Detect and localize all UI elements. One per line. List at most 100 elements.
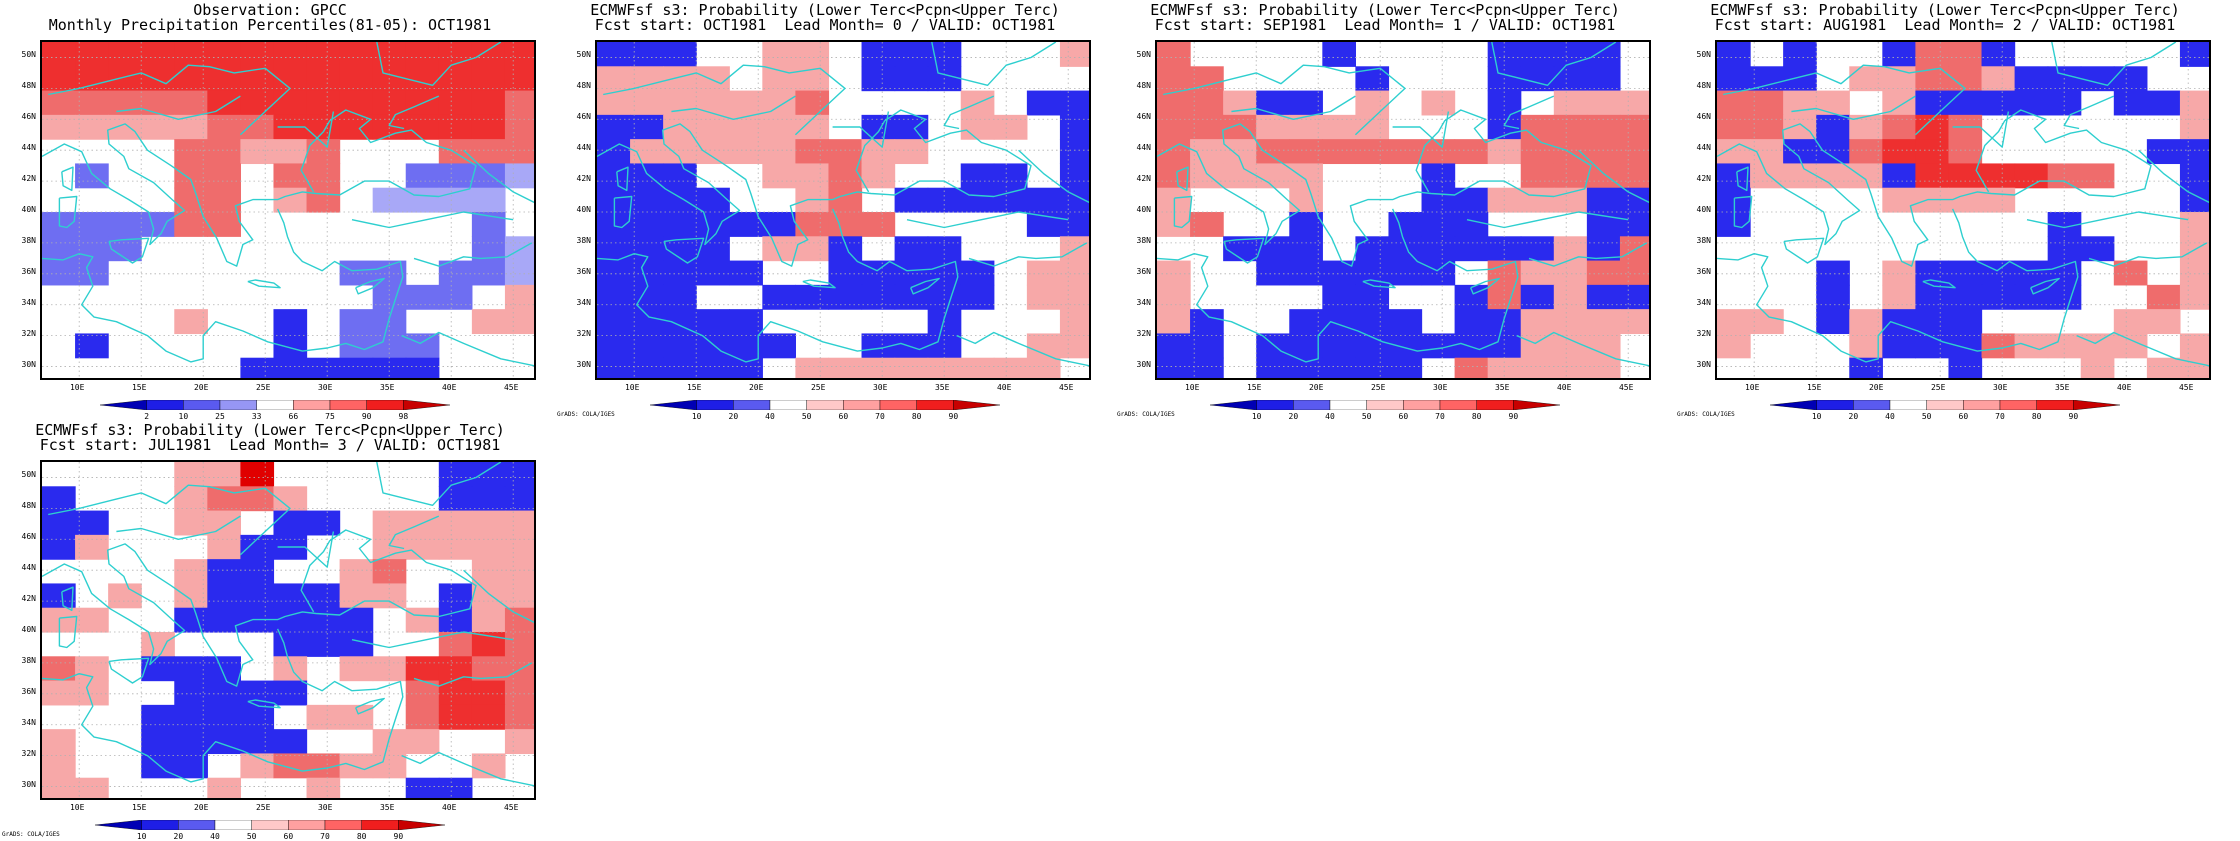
coastline (42, 208, 404, 363)
grid-cell (1750, 66, 1784, 92)
grid-cell (405, 66, 440, 92)
colorbar-label: 10 (691, 412, 702, 421)
grid-cell (630, 90, 664, 116)
colorbar-segment (183, 400, 221, 410)
grid-cell (1256, 90, 1290, 116)
colorbar-label: 25 (215, 412, 225, 421)
grid-cell (2014, 260, 2049, 286)
colorbar-segment (733, 400, 771, 410)
colorbar-label: 80 (911, 412, 922, 421)
grid-cell (273, 656, 308, 682)
grid-cell (1355, 357, 1390, 378)
grid-cell (630, 42, 664, 67)
grid-cell (471, 607, 506, 633)
colorbar-label: 50 (1361, 412, 1372, 421)
grid-cell (42, 510, 76, 536)
grid-cell (1882, 309, 1916, 335)
coastline (931, 42, 1057, 86)
grid-cell (1322, 284, 1356, 310)
colorbar-segment (806, 400, 844, 410)
grid-cell (273, 632, 308, 657)
colorbar-segment (953, 400, 1000, 410)
grid-cell (1026, 187, 1061, 213)
map-canvas (1717, 42, 2209, 378)
lon-label: 45E (503, 383, 519, 392)
grid-cell (438, 486, 473, 512)
grid-cell (2179, 187, 2209, 213)
grid-cell (1619, 90, 1649, 116)
grid-cell (108, 583, 142, 609)
grid-cell (504, 559, 534, 585)
lat-label: 50N (1136, 50, 1151, 60)
colorbar-segment (1329, 400, 1367, 410)
grid-cell (1256, 139, 1290, 165)
grid-cell (42, 486, 76, 512)
grid-cell (141, 729, 175, 755)
lon-label: 25E (1370, 383, 1386, 392)
coastline (42, 628, 404, 783)
colorbar-label: 40 (1325, 412, 1335, 421)
grid-cell (597, 163, 631, 189)
grid-cell (405, 607, 440, 633)
colorbar-label: 90 (2068, 412, 2079, 421)
grid-cell (1553, 357, 1588, 378)
grid-cell (1388, 357, 1423, 378)
grid-cell (1981, 260, 2016, 286)
lat-label: 50N (21, 470, 36, 480)
grid-cell (504, 260, 534, 286)
grid-cell (2014, 90, 2049, 116)
grid-cell (1190, 309, 1224, 335)
colorbar-label: 90 (1508, 412, 1519, 421)
grid-cell (339, 357, 374, 378)
lat-label: 42N (1696, 174, 1711, 184)
grid-cell (1026, 90, 1061, 116)
colorbar-segment (2036, 400, 2074, 410)
grid-cell (471, 260, 506, 286)
grid-cell (2179, 163, 2209, 189)
colorbar-segment (1853, 400, 1891, 410)
grid-cell (1059, 236, 1089, 262)
colorbar-label: 33 (251, 412, 262, 421)
grid-cell (372, 357, 407, 378)
grid-cell (1059, 333, 1089, 359)
map-panel-lead0: ECMWFsf s3: Probability (Lower Terc<Pcpn… (555, 0, 1095, 421)
coastline (603, 64, 846, 136)
panel-title-line1: ECMWFsf s3: Probability (Lower Terc<Pcpn… (1710, 1, 2180, 19)
colorbar-segment (361, 820, 399, 830)
grid-cell (1882, 284, 1916, 310)
coastline (42, 109, 477, 267)
grid-cell (339, 333, 374, 359)
grid-cell (42, 753, 76, 779)
grid-cell (1421, 212, 1456, 237)
grid-cell (1454, 333, 1489, 359)
grid-cell (2179, 236, 2209, 262)
grid-cell (1157, 333, 1191, 359)
grid-cell (471, 486, 506, 512)
coastline (1733, 195, 1753, 229)
grid-cell (795, 139, 830, 165)
colorbar-segment (1926, 400, 1964, 410)
coastline (2030, 277, 2060, 295)
coastline (1783, 237, 1825, 264)
colorbar-label: 80 (2031, 412, 2042, 421)
grid-cell (828, 236, 863, 262)
lat-label: 46N (21, 112, 36, 122)
colorbar-segment (324, 820, 362, 830)
lat-label: 36N (21, 686, 36, 696)
grid-cell (2179, 284, 2209, 310)
grid-cell (207, 163, 241, 189)
grid-cell (174, 583, 208, 609)
coastline (1176, 166, 1189, 192)
grid-cell (894, 42, 929, 67)
grid-cell (273, 139, 308, 165)
grid-cell (1586, 284, 1621, 310)
panel-title-line1: ECMWFsf s3: Probability (Lower Terc<Pcpn… (1150, 1, 1620, 19)
grid-cell (729, 357, 763, 378)
grid-cell (207, 114, 241, 140)
grid-cell (240, 559, 275, 585)
grid-cell (1849, 309, 1883, 335)
grid-cell (504, 114, 534, 140)
grid-cell (696, 187, 730, 213)
grid-cell (1289, 357, 1323, 378)
colorbar-segment (2073, 400, 2120, 410)
